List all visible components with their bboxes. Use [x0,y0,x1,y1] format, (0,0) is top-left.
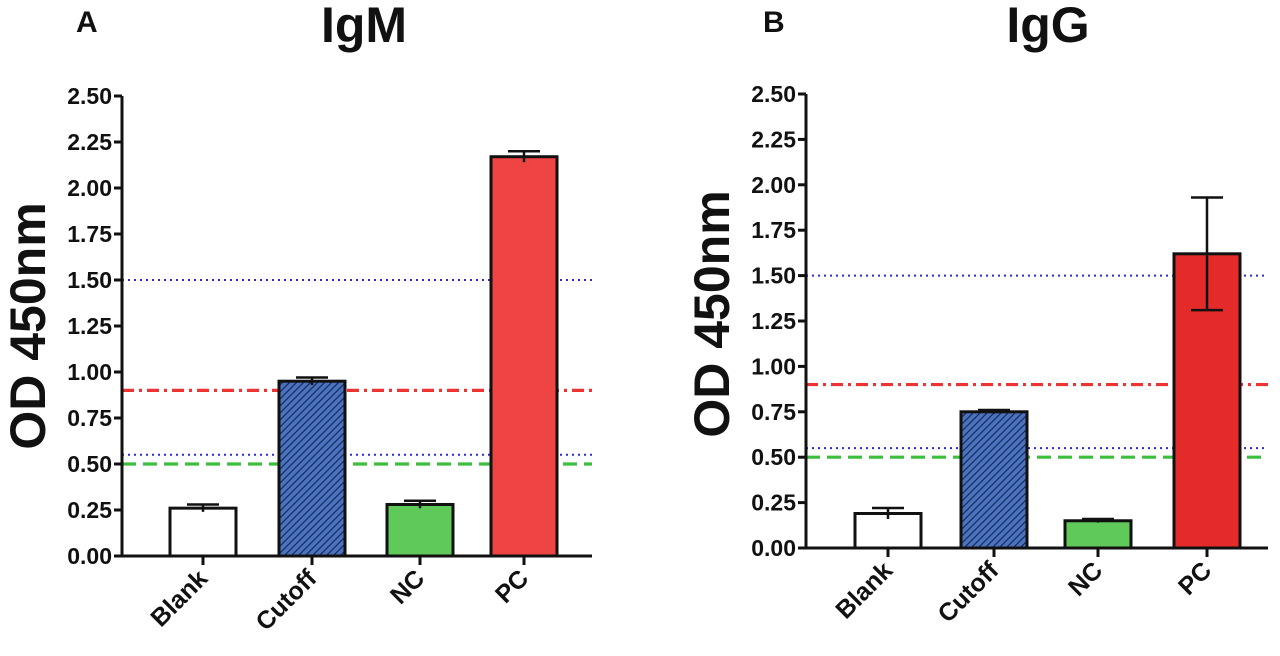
x-tick-label: Blank [830,556,898,624]
y-tick-label: 0.50 [751,444,796,470]
panel-b: B IgG OD 450nm 0.00 0.25 0.50 0.75 1.00 1.25 1… [684,0,1268,628]
x-tick-label: NC [385,564,430,609]
y-tick-label: 0.75 [67,405,112,431]
y-ticks: 0.00 0.25 0.50 0.75 1.00 1.25 1.50 1.75 2.00 2.25… [751,81,806,561]
y-tick-label: 1.50 [67,267,112,293]
bar-cutoff [959,410,1029,550]
x-tick-label: Cutoff [932,556,1004,628]
y-tick-label: 0.00 [67,543,112,569]
y-tick-label: 0.25 [67,497,112,523]
x-tick-label: PC [1173,556,1217,600]
y-tick-label: 2.00 [67,175,112,201]
y-tick-label: 0.50 [67,451,112,477]
x-tick-label: Cutoff [250,564,322,636]
y-axis-label: OD 450nm [0,202,56,449]
y-tick-label: 1.75 [67,221,112,247]
bar-cutoff [277,379,347,558]
x-ticks: Blank Cutoff NC PC [145,556,534,636]
y-tick-label: 1.00 [751,353,796,379]
bar-pc [489,155,559,558]
y-tick-label: 0.25 [751,490,796,516]
bar-nc [1063,519,1133,550]
bars [168,155,559,558]
panel-letter: A [76,6,98,39]
y-tick-label: 0.00 [751,535,796,561]
y-tick-label: 2.50 [67,83,112,109]
y-tick-label: 1.75 [751,217,796,243]
y-tick-label: 1.50 [751,263,796,289]
error-bars [872,196,1223,523]
bar-nc [385,502,455,558]
x-tick-label: Blank [145,564,213,632]
x-tick-label: PC [490,564,534,608]
chart-title: IgG [1006,0,1089,53]
y-tick-label: 2.25 [751,126,796,152]
x-ticks: Blank Cutoff NC PC [830,548,1217,628]
y-tick-label: 2.25 [67,129,112,155]
error-bars [187,149,540,512]
panel-letter: B [763,6,785,39]
y-tick-label: 1.00 [67,359,112,385]
y-tick-label: 0.75 [751,399,796,425]
bar-blank [168,506,238,558]
y-tick-label: 1.25 [67,313,112,339]
x-tick-label: NC [1063,556,1108,601]
y-tick-label: 2.00 [751,172,796,198]
y-tick-label: 1.25 [751,308,796,334]
y-ticks: 0.00 0.25 0.50 0.75 1.00 1.25 1.50 1.75 2.00 2.25… [67,83,122,569]
y-tick-label: 2.50 [751,81,796,107]
y-axis-label: OD 450nm [684,190,740,437]
bars [853,252,1242,550]
chart-title: IgM [321,0,407,53]
panel-a: A IgM OD 450nm 0.00 0.25 0.50 0.75 1.00 1.25 1… [0,0,592,636]
